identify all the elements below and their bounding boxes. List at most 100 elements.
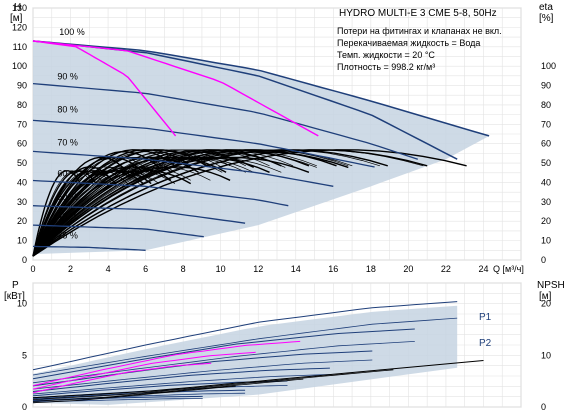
head-curve: [32, 82, 419, 160]
power-curve: [32, 350, 373, 387]
qh-panel: 100 %90 %80 %70 %60 %50 %40 %25 %0 2 4 6 8 10…: [10, 2, 556, 274]
npsh-curve: [32, 385, 236, 404]
eta-tick-label: 20: [541, 216, 551, 226]
qh-x-tick-label: 14: [291, 264, 301, 274]
magenta-power-curve: [32, 340, 301, 387]
power-curve-p2: [32, 317, 458, 376]
qh-y-tick-label: 70: [17, 119, 27, 129]
speed-label: 60 %: [57, 169, 78, 179]
npsh-tick-label: 20: [541, 299, 551, 309]
eta-tick-label: 100: [541, 61, 556, 71]
speed-label: 100 %: [59, 27, 85, 37]
npsh-tick-label: 10: [541, 350, 551, 360]
power-curve-p2: [32, 392, 246, 401]
eta-tick-label: 30: [541, 197, 551, 207]
qh-ylabel-eta: eta: [539, 2, 553, 13]
qh-y-tick-label: 110: [13, 42, 27, 52]
eta-tick-label: 10: [541, 236, 551, 246]
series-label-p1: P1: [479, 312, 492, 323]
qh-x-tick-label: 4: [106, 264, 111, 274]
speed-label: 80 %: [57, 105, 78, 115]
power-curve-p2: [32, 359, 373, 390]
qh-x-tick-label: 16: [328, 264, 338, 274]
qh-x-tick-label: 18: [366, 264, 376, 274]
power-ylabel-p: P: [12, 280, 19, 291]
qh-y-tick-label: 120: [12, 22, 27, 32]
head-curve: [32, 119, 375, 168]
qh-y-tick-label: 100: [12, 61, 27, 71]
head-curve: [32, 205, 246, 224]
efficiency-curve: [32, 149, 282, 257]
qh-y-tick-label: 40: [17, 177, 27, 187]
npsh-curve: [32, 378, 304, 402]
efficiency-curve: [32, 149, 337, 257]
qh-y-tick-label: 90: [17, 81, 27, 91]
npsh-ylabel: NPSH: [537, 280, 565, 291]
qh-y-tick-label: 130: [12, 3, 27, 13]
head-curve: [32, 245, 146, 251]
power-curve: [32, 328, 415, 380]
power-y-tick-label: 10: [17, 299, 27, 309]
efficiency-curve: [32, 149, 176, 257]
eta-tick-label: 90: [541, 81, 551, 91]
efficiency-curve: [32, 149, 388, 257]
qh-ylabel-h: H: [14, 2, 21, 13]
efficiency-curve: [32, 149, 424, 257]
qh-ylabel-eta-unit: [%]: [539, 13, 554, 24]
speed-label: 50 %: [57, 192, 78, 202]
power-curve: [32, 301, 458, 371]
speed-label: 40 %: [57, 211, 78, 221]
qh-x-tick-label: 2: [68, 264, 73, 274]
power-curve-p2: [32, 341, 415, 384]
eta-tick-label: 40: [541, 177, 551, 187]
qh-y-tick-label: 80: [17, 100, 27, 110]
eta-tick-label: 60: [541, 139, 551, 149]
qh-x-tick-label: 22: [441, 264, 451, 274]
efficiency-curve: [32, 157, 199, 257]
power-curve-p2: [32, 374, 330, 395]
qh-x-tick-label: 6: [143, 264, 148, 274]
npsh-curve: [32, 360, 484, 399]
qh-x-tick-label: 12: [253, 264, 263, 274]
qh-x-tick-label: 20: [403, 264, 413, 274]
eta-tick-label: 80: [541, 100, 551, 110]
efficiency-curve: [32, 170, 97, 257]
power-curve: [32, 367, 330, 392]
npsh-curve: [32, 369, 394, 400]
magenta-curve: [32, 40, 319, 137]
eta-tick-label: 50: [541, 158, 551, 168]
power-y-tick-label: 0: [22, 402, 27, 412]
magenta-power-curve: [32, 351, 256, 390]
head-curve: [32, 179, 289, 207]
qh-y-tick-label: 10: [17, 236, 27, 246]
head-curve: [32, 150, 334, 187]
speed-label: 25 %: [57, 231, 78, 241]
efficiency-curve: [32, 149, 317, 257]
note-line-4: Плотность = 998.2 кг/м³: [337, 62, 435, 72]
series-label-p2: P2: [479, 338, 492, 349]
qh-x-tick-label: 0: [30, 264, 35, 274]
qh-y-tick-label: 30: [17, 197, 27, 207]
power-y-tick-label: 5: [22, 350, 27, 360]
qh-xlabel: Q [м³/ч]: [493, 264, 524, 274]
qh-y-tick-label: 50: [17, 158, 27, 168]
qh-x-tick-label: 24: [478, 264, 488, 274]
speed-label: 70 %: [57, 138, 78, 148]
efficiency-curve: [32, 149, 231, 257]
npsh-tick-label: 0: [541, 402, 546, 412]
efficiency-curve: [32, 150, 160, 257]
chart-title: HYDRO MULTI-E 3 CME 5-8, 50Hz: [339, 8, 497, 19]
efficiency-curve: [32, 149, 294, 257]
efficiency-curve: [32, 149, 192, 257]
note-line-1: Потери на фитингах и клапанах не вкл.: [337, 26, 502, 36]
magenta-curve: [32, 40, 177, 137]
power-ylabel-unit: [кВт]: [4, 291, 25, 302]
head-curve-100: [32, 40, 490, 137]
note-line-2: Перекачиваемая жидкость = Вода: [337, 38, 480, 48]
eta-tick-label: 70: [541, 119, 551, 129]
magenta-power-curve: [32, 362, 212, 394]
qh-y-tick-label: 20: [17, 216, 27, 226]
qh-x-tick-label: 8: [181, 264, 186, 274]
